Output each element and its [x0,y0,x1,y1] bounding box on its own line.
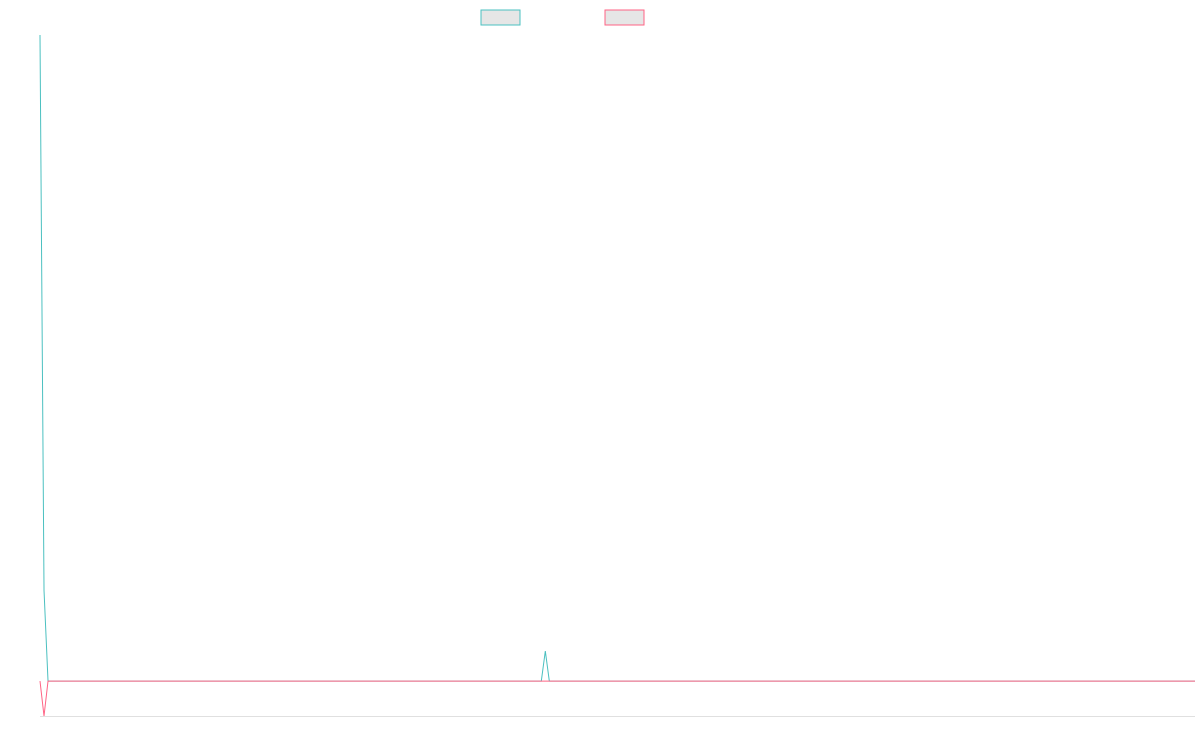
series-line [39,34,1195,682]
legend-box [604,9,645,26]
legend-box [480,9,521,26]
series-line [39,680,1195,717]
